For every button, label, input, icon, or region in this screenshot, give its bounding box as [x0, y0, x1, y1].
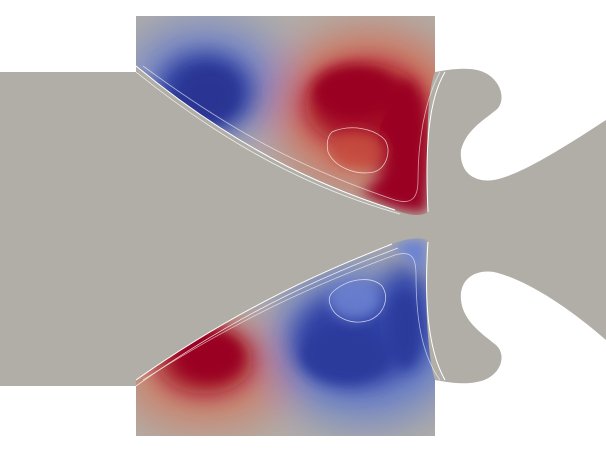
lower-wall-line	[135, 243, 393, 381]
lower-outlet-line	[426, 241, 446, 381]
lower-inner-contour	[142, 253, 441, 381]
outlet-shape	[435, 68, 606, 384]
lower-core-contour	[328, 279, 386, 323]
contour-lines	[135, 65, 446, 387]
upper-outlet-line	[426, 71, 446, 213]
upper-wall-line-inner	[135, 71, 401, 215]
upper-core-contour	[326, 127, 389, 174]
lower-wall-line-inner	[135, 247, 399, 387]
upper-inner-contour	[142, 65, 441, 202]
upper-wall-line	[135, 65, 396, 211]
